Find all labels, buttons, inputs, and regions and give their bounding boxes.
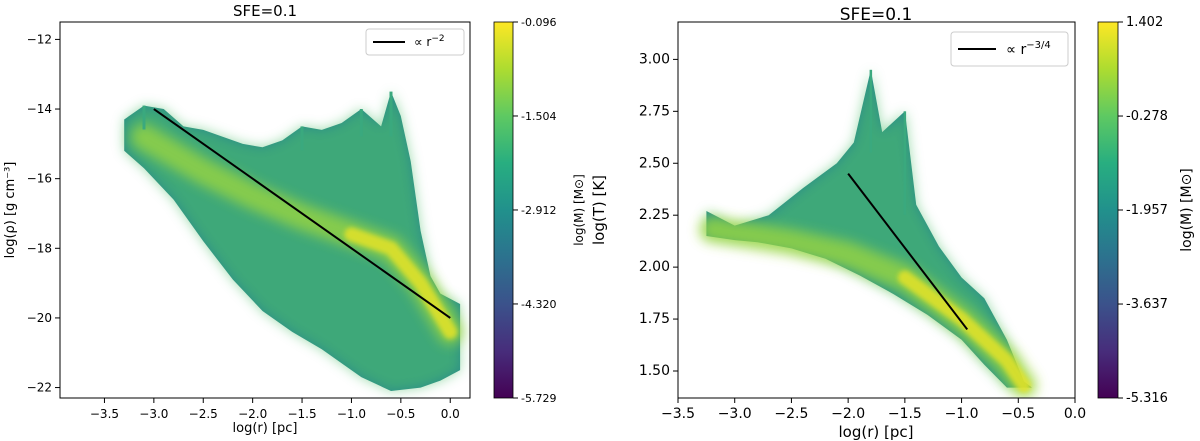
right-legend-prefix: ∝ r <box>1006 42 1026 58</box>
right-legend-label: ∝ r−3/4 <box>1006 40 1051 58</box>
right-y-tick-label: 2.75 <box>639 103 670 119</box>
right-colorbar-tick-label: -1.957 <box>1126 203 1168 218</box>
right-density-spike <box>869 69 873 153</box>
left-legend-label: ∝ r−2 <box>414 34 445 49</box>
left-density-spike <box>300 126 304 151</box>
right-x-tick-label: −1.5 <box>888 406 922 422</box>
right-y-tick-label: 3.00 <box>639 51 670 67</box>
right-plot-frame <box>677 21 1076 399</box>
left-plot-frame <box>59 21 471 399</box>
left-y-tick-label: −22 <box>27 381 52 395</box>
left-density-spikes <box>142 91 393 151</box>
right-y-tick-label: 1.50 <box>639 363 670 379</box>
left-x-tick-label: −2.5 <box>189 407 218 421</box>
left-density-body <box>124 91 461 391</box>
left-y-tick-label: −20 <box>27 311 52 325</box>
right-colorbar-tick-label: -3.637 <box>1126 297 1168 312</box>
left-x-ticks: −3.5 −3.0 −2.5 −2.0 −1.5 −1.0 −0.5 0.0 <box>90 398 460 421</box>
left-x-tick-label: −0.5 <box>386 407 415 421</box>
left-colorbar-tick-label: -2.912 <box>521 204 556 217</box>
left-y-tick-label: −16 <box>27 172 52 186</box>
left-title: SFE=0.1 <box>233 2 297 20</box>
right-y-ticks: 1.50 1.75 2.00 2.25 2.50 2.75 3.00 <box>639 51 678 379</box>
right-x-label: log(r) [pc] <box>839 423 914 441</box>
right-y-tick-label: 2.50 <box>639 155 670 171</box>
left-density-spike <box>389 91 393 137</box>
left-x-tick-label: −3.5 <box>90 407 119 421</box>
right-colorbar-tick-label: -0.278 <box>1126 109 1168 124</box>
left-colorbar-tick-label: -0.096 <box>521 16 556 29</box>
left-x-tick-label: −1.5 <box>287 407 316 421</box>
right-colorbar-tick-label: -5.316 <box>1126 391 1168 406</box>
left-density-spike <box>359 109 363 137</box>
left-colorbar-tick-label: -1.504 <box>521 110 556 123</box>
left-legend-box <box>365 28 465 56</box>
left-colorbar-ticks: -5.729 -4.320 -2.912 -1.504 -0.096 <box>513 16 556 405</box>
right-density-spike <box>903 111 907 215</box>
left-colorbar-bar <box>493 21 514 399</box>
left-fit-line <box>153 108 451 319</box>
right-legend-exponent: −3/4 <box>1026 40 1050 51</box>
right-y-tick-label: 1.75 <box>639 311 670 327</box>
left-x-label: log(r) [pc] <box>233 421 298 436</box>
left-legend-prefix: ∝ r <box>414 35 431 49</box>
right-legend-box <box>950 31 1069 67</box>
right-y-tick-label: 2.25 <box>639 207 670 223</box>
right-y-label: log(T) [K] <box>590 175 608 245</box>
left-legend-exponent: −2 <box>431 34 444 44</box>
right-x-tick-label: −0.5 <box>1001 406 1035 422</box>
right-density-spikes <box>869 69 907 215</box>
right-density-heatmap <box>699 69 1037 398</box>
right-title: SFE=0.1 <box>840 5 913 25</box>
right-x-tick-label: −3.5 <box>661 406 695 422</box>
left-y-ticks: −22 −20 −18 −16 −14 −12 <box>27 32 60 395</box>
right-colorbar: -5.316 -3.637 -1.957 -0.278 1.402 log(M) [M⊙… <box>1097 15 1195 406</box>
right-colorbar-label: log(M) [M⊙] <box>1179 168 1195 252</box>
left-colorbar-label: log(M) [M⊙] <box>572 174 586 246</box>
left-colorbar: -5.729 -4.320 -2.912 -1.504 -0.096 log(M) [M… <box>493 16 586 405</box>
left-colorbar-tick-label: -4.320 <box>521 298 556 311</box>
right-x-tick-label: −2.5 <box>774 406 808 422</box>
left-y-tick-label: −18 <box>27 241 52 255</box>
right-colorbar-ticks: -5.316 -3.637 -1.957 -0.278 1.402 <box>1118 15 1168 406</box>
right-colorbar-tick-label: 1.402 <box>1126 15 1163 30</box>
left-legend: ∝ r−2 <box>365 28 465 56</box>
left-y-tick-label: −12 <box>27 32 52 46</box>
left-y-label: log(ρ) [g cm⁻³] <box>3 162 18 259</box>
right-panel: SFE=0.1 −3.5 −3.0 −2.5 −2.0 −1.5 −1.0 −0.5 0.0 … <box>590 5 1195 441</box>
left-x-tick-label: 0.0 <box>441 407 460 421</box>
right-x-tick-label: −1.0 <box>945 406 979 422</box>
right-x-tick-label: −3.0 <box>718 406 752 422</box>
left-colorbar-tick-label: -5.729 <box>521 392 556 405</box>
right-colorbar-bar <box>1097 21 1119 399</box>
left-x-tick-label: −3.0 <box>139 407 168 421</box>
left-density-heatmap <box>124 91 464 391</box>
left-x-tick-label: −1.0 <box>337 407 366 421</box>
left-panel: SFE=0.1 −3.5 −3.0 −2.5 −2.0 −1.5 −1.0 −0.5 0.0 … <box>3 2 586 436</box>
left-density-spike <box>142 105 146 130</box>
right-legend: ∝ r−3/4 <box>950 31 1069 67</box>
right-x-tick-label: −2.0 <box>831 406 865 422</box>
right-fit-line <box>847 173 969 331</box>
left-x-tick-label: −2.0 <box>238 407 267 421</box>
right-x-ticks: −3.5 −3.0 −2.5 −2.0 −1.5 −1.0 −0.5 0.0 <box>661 398 1086 422</box>
right-density-core <box>897 270 1031 393</box>
right-y-tick-label: 2.00 <box>639 259 670 275</box>
right-x-tick-label: 0.0 <box>1064 406 1086 422</box>
left-y-tick-label: −14 <box>27 102 52 116</box>
